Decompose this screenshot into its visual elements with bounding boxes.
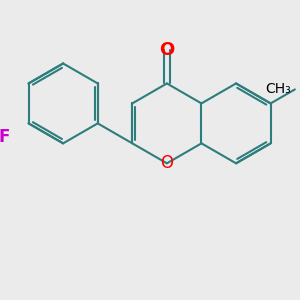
Text: O: O <box>160 154 173 172</box>
Text: F: F <box>0 128 10 146</box>
Text: CH₃: CH₃ <box>265 82 291 96</box>
Text: O: O <box>159 40 175 58</box>
